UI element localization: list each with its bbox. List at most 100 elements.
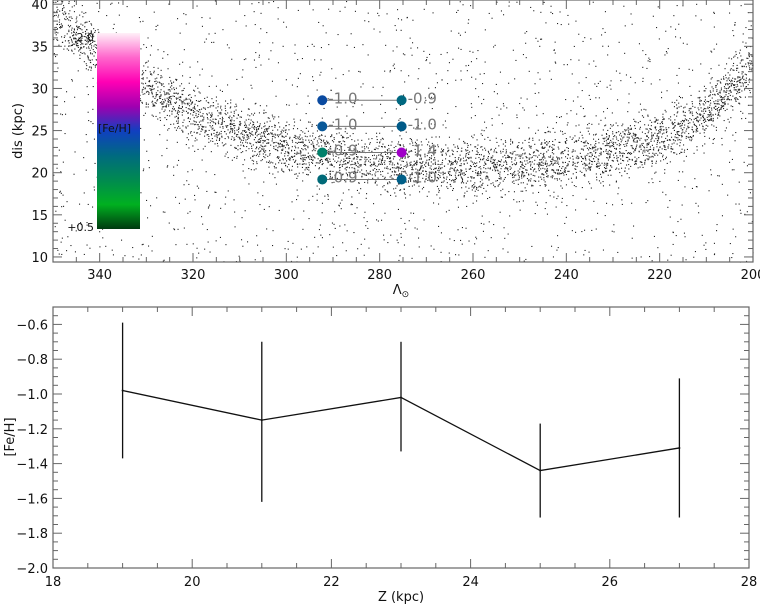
scatter-point <box>354 140 356 142</box>
scatter-point <box>143 65 145 67</box>
scatter-point <box>719 81 721 83</box>
scatter-point <box>450 167 452 169</box>
scatter-point <box>428 141 430 143</box>
scatter-point <box>407 165 409 167</box>
scatter-point <box>370 165 372 167</box>
scatter-point <box>558 163 560 165</box>
scatter-point <box>378 169 380 171</box>
scatter-point <box>301 166 303 168</box>
scatter-point <box>61 0 63 2</box>
scatter-point <box>143 86 145 88</box>
scatter-point <box>353 167 355 169</box>
scatter-point <box>644 133 646 135</box>
scatter-point <box>260 150 262 152</box>
scatter-point <box>635 148 637 150</box>
scatter-point <box>492 159 494 161</box>
scatter-point <box>410 179 412 181</box>
scatter-point <box>583 162 585 164</box>
scatter-point <box>564 161 566 163</box>
scatter-point <box>528 70 530 72</box>
scatter-point <box>589 168 591 170</box>
scatter-point <box>441 181 443 183</box>
scatter-point <box>85 169 87 171</box>
scatter-point <box>653 235 655 237</box>
scatter-point <box>622 123 624 125</box>
scatter-point <box>618 131 620 133</box>
scatter-point <box>612 143 614 145</box>
scatter-point <box>538 168 540 170</box>
scatter-point <box>271 114 273 116</box>
scatter-point <box>706 116 708 118</box>
scatter-point <box>71 50 73 52</box>
scatter-point <box>205 126 207 128</box>
scatter-point <box>583 254 585 256</box>
scatter-point <box>391 141 393 143</box>
scatter-point <box>500 161 502 163</box>
scatter-point <box>471 177 473 179</box>
scatter-point <box>547 126 549 128</box>
scatter-point <box>67 236 69 238</box>
scatter-point <box>447 171 449 173</box>
scatter-point <box>404 156 406 158</box>
scatter-point <box>458 171 460 173</box>
scatter-point <box>674 125 676 127</box>
scatter-point <box>211 41 213 43</box>
scatter-point <box>474 146 476 148</box>
scatter-point <box>152 96 154 98</box>
scatter-point <box>431 176 433 178</box>
scatter-point <box>144 93 146 95</box>
scatter-point <box>528 127 530 129</box>
scatter-point <box>607 157 609 159</box>
scatter-point <box>368 173 370 175</box>
scatter-point <box>630 128 632 130</box>
scatter-point <box>172 106 174 108</box>
scatter-point <box>590 160 592 162</box>
scatter-point <box>582 137 584 139</box>
scatter-point <box>600 151 602 153</box>
scatter-point <box>648 130 650 132</box>
scatter-point <box>557 146 559 148</box>
scatter-point <box>554 172 556 174</box>
scatter-point <box>238 255 240 257</box>
scatter-point <box>248 137 250 139</box>
scatter-point <box>346 115 348 117</box>
scatter-point <box>544 132 546 134</box>
scatter-point <box>197 105 199 107</box>
scatter-point <box>79 57 81 59</box>
scatter-point <box>70 245 72 247</box>
scatter-point <box>572 164 574 166</box>
scatter-point <box>731 58 733 60</box>
scatter-point <box>540 164 542 166</box>
scatter-point <box>443 172 445 174</box>
scatter-point <box>420 155 422 157</box>
scatter-point <box>79 14 81 16</box>
scatter-point <box>160 95 162 97</box>
scatter-point <box>171 88 173 90</box>
scatter-point <box>159 102 161 104</box>
scatter-point <box>681 119 683 121</box>
scatter-point <box>420 166 422 168</box>
scatter-point <box>197 128 199 130</box>
scatter-point <box>713 107 715 109</box>
scatter-point <box>653 153 655 155</box>
scatter-point <box>303 210 305 212</box>
scatter-point <box>593 60 595 62</box>
scatter-point <box>720 104 722 106</box>
scatter-point <box>665 30 667 32</box>
scatter-point <box>662 141 664 143</box>
scatter-point <box>148 167 150 169</box>
scatter-point <box>499 182 501 184</box>
scatter-point <box>672 127 674 129</box>
scatter-point <box>588 163 590 165</box>
scatter-point <box>300 150 302 152</box>
scatter-point <box>380 160 382 162</box>
scatter-point <box>260 140 262 142</box>
scatter-point <box>284 248 286 250</box>
scatter-point <box>297 175 299 177</box>
scatter-point <box>297 166 299 168</box>
scatter-point <box>68 45 70 47</box>
scatter-point <box>364 211 366 213</box>
scatter-point <box>80 44 82 46</box>
scatter-point <box>483 187 485 189</box>
scatter-point <box>157 90 159 92</box>
